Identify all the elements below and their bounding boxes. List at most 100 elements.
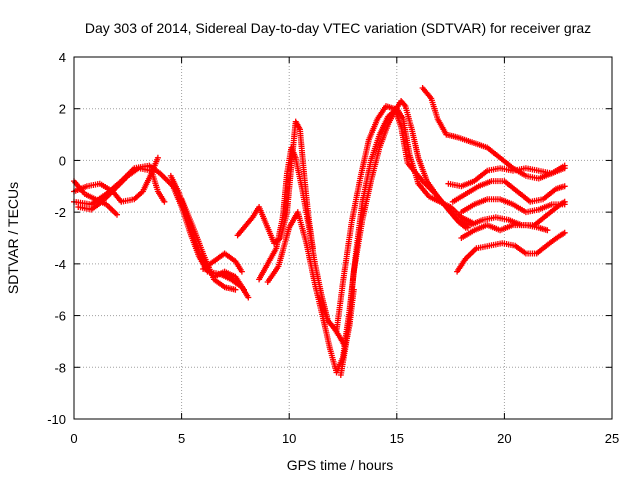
data-point xyxy=(361,201,364,203)
series-points-sat-n xyxy=(445,165,568,190)
data-point xyxy=(247,296,250,299)
data-point xyxy=(163,201,166,203)
data-point xyxy=(340,374,342,376)
y-tick-label: -8 xyxy=(54,360,66,375)
data-point xyxy=(550,203,553,206)
data-point xyxy=(303,175,306,177)
data-point xyxy=(525,252,527,255)
data-point xyxy=(499,198,501,201)
data-point xyxy=(370,180,372,182)
data-point xyxy=(83,193,86,195)
y-tick-label: 0 xyxy=(59,153,66,168)
data-point xyxy=(148,164,151,167)
data-point xyxy=(137,167,140,169)
series-sat-r xyxy=(454,229,568,275)
data-point xyxy=(223,270,226,273)
data-point xyxy=(376,118,379,120)
data-point xyxy=(243,288,245,291)
data-point xyxy=(307,224,310,226)
data-point xyxy=(290,146,293,149)
data-point xyxy=(563,185,566,188)
chart-title: Day 303 of 2014, Sidereal Day-to-day VTE… xyxy=(85,20,591,36)
data-point xyxy=(378,133,381,136)
data-point xyxy=(473,180,476,182)
axis-ticks: 0 5 10 15 20 25 -10 -8 -6 -4 -2 0 2 4 xyxy=(47,50,619,446)
data-point xyxy=(320,294,323,296)
data-point xyxy=(191,224,194,226)
data-point xyxy=(548,242,551,244)
data-point xyxy=(486,198,488,201)
y-tick-label: 4 xyxy=(59,50,66,65)
x-tick-label: 5 xyxy=(178,431,185,446)
data-point xyxy=(202,252,204,255)
data-point xyxy=(322,319,325,322)
data-point xyxy=(538,208,540,211)
data-point xyxy=(178,193,181,195)
data-point xyxy=(305,242,308,244)
data-point xyxy=(213,260,215,263)
data-point xyxy=(258,278,260,281)
data-point xyxy=(342,281,344,283)
data-point xyxy=(170,175,172,177)
data-point xyxy=(469,224,471,226)
data-point xyxy=(236,234,239,237)
data-point xyxy=(99,182,101,185)
y-tick-label: -6 xyxy=(54,309,66,324)
data-point xyxy=(559,234,562,237)
x-tick-label: 0 xyxy=(70,431,77,446)
data-point xyxy=(408,154,411,157)
data-point xyxy=(542,198,544,201)
series-points-sat-r xyxy=(454,229,568,275)
data-point xyxy=(159,172,161,175)
data-point xyxy=(464,193,467,195)
data-point xyxy=(411,128,413,131)
data-point xyxy=(406,162,409,164)
data-point xyxy=(550,172,553,175)
data-point xyxy=(456,270,458,273)
data-point xyxy=(241,270,243,273)
series-points-sat-c xyxy=(71,154,161,205)
data-point xyxy=(329,348,331,350)
data-point xyxy=(77,206,80,208)
data-point xyxy=(223,286,226,288)
data-point xyxy=(417,182,420,185)
data-point xyxy=(400,100,402,102)
data-point xyxy=(352,270,355,273)
data-point xyxy=(525,167,527,169)
data-point xyxy=(258,206,260,208)
data-point xyxy=(512,203,514,206)
data-point xyxy=(529,201,532,203)
data-point xyxy=(404,105,407,107)
series-sat-k xyxy=(316,103,469,335)
data-point xyxy=(368,138,370,141)
data-point xyxy=(294,157,297,159)
data-point xyxy=(120,201,123,203)
x-tick-label: 25 xyxy=(605,431,619,446)
data-point xyxy=(105,203,108,206)
data-point xyxy=(277,265,280,268)
data-point xyxy=(393,110,396,113)
data-point xyxy=(361,219,364,221)
data-point xyxy=(486,169,488,172)
data-point xyxy=(563,167,566,169)
data-point xyxy=(350,221,353,224)
data-point xyxy=(213,278,215,281)
data-point xyxy=(359,177,362,180)
series-sat-f xyxy=(178,196,239,293)
data-point xyxy=(281,216,284,219)
data-point xyxy=(471,141,473,144)
data-point xyxy=(266,226,269,229)
data-point xyxy=(275,247,278,250)
data-point xyxy=(234,275,237,278)
data-point xyxy=(449,206,452,208)
data-point xyxy=(447,182,450,185)
data-point xyxy=(436,118,439,120)
data-point xyxy=(266,263,269,265)
data-point xyxy=(563,203,566,206)
data-point xyxy=(286,211,288,213)
data-point xyxy=(243,226,245,229)
data-point xyxy=(499,229,501,232)
data-point xyxy=(421,87,424,89)
data-point xyxy=(482,219,484,221)
data-point xyxy=(202,268,204,270)
